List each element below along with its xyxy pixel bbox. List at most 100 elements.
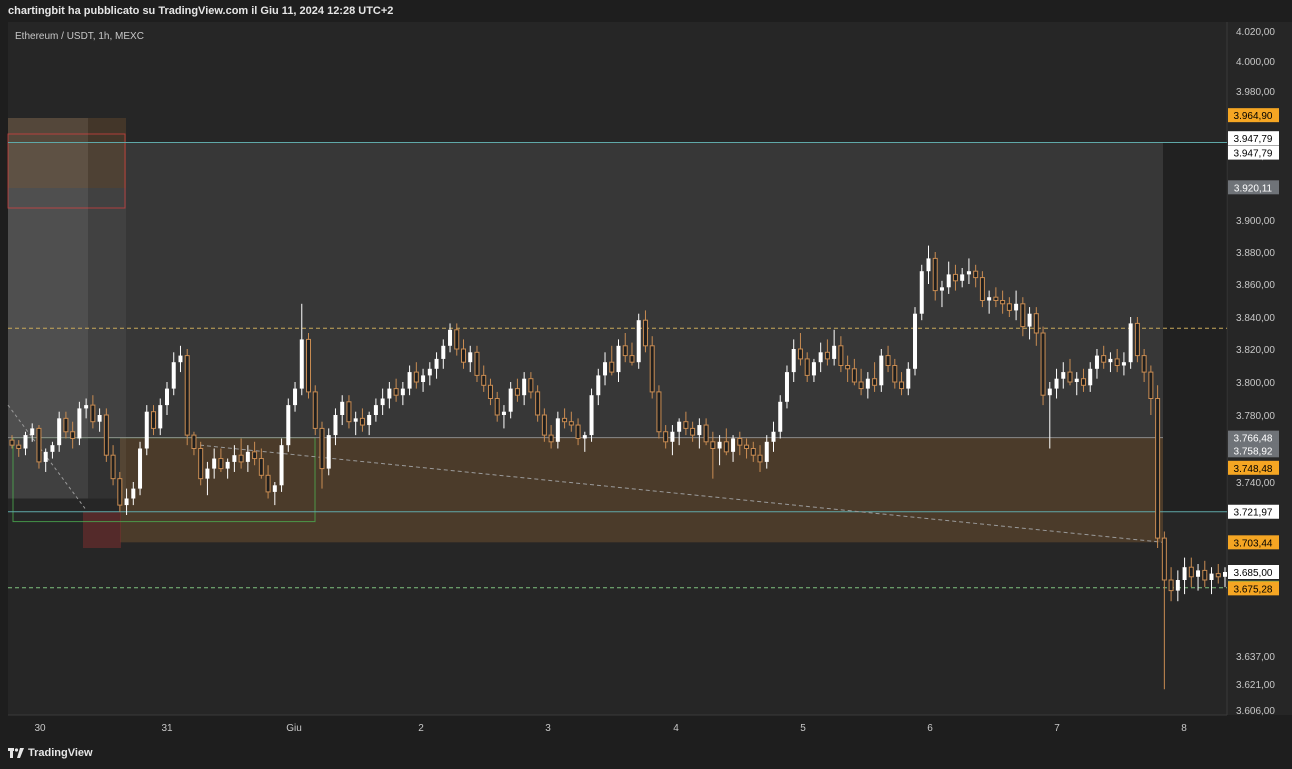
candle-body bbox=[333, 415, 338, 436]
projection-area bbox=[1163, 142, 1227, 512]
time-axis-label: 31 bbox=[161, 723, 173, 734]
candle-body bbox=[23, 435, 28, 449]
candle-body bbox=[346, 401, 352, 423]
candle-body bbox=[913, 313, 918, 369]
candle-body bbox=[1020, 303, 1026, 328]
candle-body bbox=[63, 417, 69, 433]
candle-body bbox=[885, 355, 891, 367]
candle-body bbox=[649, 345, 655, 393]
candle-body bbox=[258, 458, 264, 476]
candle-body bbox=[622, 345, 628, 357]
candle-body bbox=[468, 352, 473, 363]
price-axis-tick: 3.621,00 bbox=[1236, 680, 1275, 691]
candle-body bbox=[629, 355, 635, 363]
time-axis-label: 5 bbox=[800, 723, 806, 734]
price-axis-tick: 3.860,00 bbox=[1236, 280, 1275, 291]
candle-body bbox=[562, 417, 568, 423]
time-axis[interactable]: 30 31 Giu 2 3 4 5 6 7 8 bbox=[34, 723, 1187, 734]
candle-body bbox=[677, 421, 682, 432]
candle-body bbox=[340, 401, 345, 415]
candle-body bbox=[232, 455, 237, 462]
candle-body bbox=[568, 421, 574, 426]
candle-body bbox=[400, 388, 405, 396]
candle-body bbox=[191, 434, 197, 450]
candle-body bbox=[1027, 313, 1032, 327]
candle-body bbox=[90, 404, 96, 423]
candle-body bbox=[407, 372, 412, 389]
candle-body bbox=[421, 375, 426, 382]
time-axis-label: Giu bbox=[286, 723, 302, 734]
candle-body bbox=[750, 448, 756, 456]
candle-body bbox=[1128, 323, 1133, 363]
candle-body bbox=[393, 388, 399, 396]
candle-body bbox=[1088, 368, 1093, 386]
candle-body bbox=[548, 434, 554, 443]
candle-body bbox=[1209, 573, 1214, 580]
candle-body bbox=[555, 418, 560, 442]
time-axis-label: 30 bbox=[34, 723, 46, 734]
candle-body bbox=[906, 368, 911, 389]
candle-body bbox=[683, 421, 689, 429]
red-zone bbox=[83, 511, 121, 548]
candle-body bbox=[1121, 362, 1126, 366]
candle-body bbox=[603, 362, 608, 376]
candle-body bbox=[804, 358, 810, 376]
candle-body bbox=[1196, 570, 1201, 577]
candle-body bbox=[434, 358, 439, 369]
candle-body bbox=[731, 438, 736, 452]
candle-body bbox=[212, 458, 217, 469]
price-tag-label: 3.920,11 bbox=[1234, 183, 1273, 194]
candle-body bbox=[697, 425, 702, 436]
candle-body bbox=[987, 297, 992, 301]
candle-body bbox=[367, 415, 372, 426]
candle-body bbox=[16, 444, 22, 449]
price-tag-box bbox=[1228, 180, 1279, 195]
candle-body bbox=[1108, 358, 1113, 363]
candle-body bbox=[293, 388, 298, 406]
candle-body bbox=[508, 388, 513, 412]
candle-body bbox=[1101, 355, 1107, 363]
candle-body bbox=[899, 381, 905, 390]
candle-body bbox=[522, 378, 527, 396]
candle-body bbox=[1006, 303, 1012, 311]
candle-body bbox=[979, 277, 985, 302]
price-axis-tick: 3.840,00 bbox=[1236, 313, 1275, 324]
candle-body bbox=[164, 388, 169, 406]
candle-body bbox=[299, 339, 304, 389]
candle-body bbox=[50, 445, 55, 452]
candle-body bbox=[879, 355, 884, 386]
tradingview-logo[interactable]: TradingView bbox=[8, 747, 93, 759]
candle-body bbox=[1054, 378, 1059, 389]
candle-body bbox=[926, 258, 931, 272]
candle-body bbox=[993, 296, 999, 302]
candle-body bbox=[117, 478, 123, 506]
price-tag-label: 3.766,48 bbox=[1234, 434, 1273, 445]
publisher-bar: chartingbit ha pubblicato su TradingView… bbox=[0, 0, 1292, 22]
candle-body bbox=[158, 405, 163, 429]
candle-body bbox=[946, 274, 951, 288]
price-axis-tick: 3.980,00 bbox=[1236, 87, 1275, 98]
candle-body bbox=[514, 388, 520, 396]
price-tag-label: 3.721,97 bbox=[1234, 508, 1273, 519]
candle-body bbox=[818, 352, 823, 363]
candle-body bbox=[238, 454, 244, 463]
candle-body bbox=[245, 451, 250, 462]
candle-body bbox=[851, 368, 857, 383]
candle-body bbox=[919, 271, 924, 314]
candle-body bbox=[973, 270, 979, 279]
price-axis-tick: 4.020,00 bbox=[1236, 27, 1275, 38]
candle-body bbox=[326, 435, 331, 469]
candle-body bbox=[589, 395, 594, 436]
price-chart[interactable]: 4.020,004.000,003.980,003.940,003.900,00… bbox=[0, 0, 1292, 740]
tradingview-brand: TradingView bbox=[28, 747, 93, 759]
publisher-line: chartingbit ha pubblicato su TradingView… bbox=[8, 5, 394, 17]
candle-body bbox=[865, 378, 870, 389]
trend-line bbox=[199, 444, 1164, 543]
candle-body bbox=[387, 388, 392, 399]
candle-body bbox=[413, 371, 419, 383]
candle-body bbox=[77, 408, 82, 439]
candle-body bbox=[656, 391, 662, 433]
candle-body bbox=[380, 398, 385, 406]
candle-body bbox=[642, 319, 648, 347]
candle-body bbox=[36, 427, 42, 463]
